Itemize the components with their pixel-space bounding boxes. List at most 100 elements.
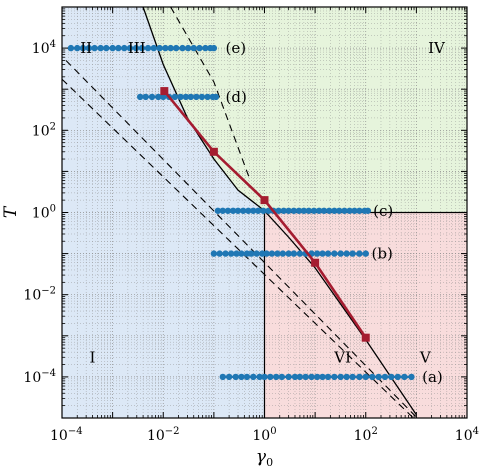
series-point (285, 207, 292, 214)
series-point (296, 373, 304, 381)
series-point (274, 250, 281, 257)
series-label: (c) (373, 202, 393, 220)
series-point (126, 44, 134, 52)
series-point (336, 207, 343, 214)
region-label: II (80, 39, 92, 57)
series-point (308, 373, 315, 381)
series-point (190, 44, 197, 52)
series-point (160, 93, 167, 101)
series-label: (e) (226, 39, 247, 57)
series-point (302, 373, 309, 381)
region-label: VI (333, 348, 351, 366)
series-point (291, 373, 299, 381)
series-point (245, 207, 252, 214)
series-point (337, 250, 344, 257)
series-point (202, 44, 209, 52)
series-point (263, 250, 270, 257)
series-point (210, 44, 218, 52)
series-point (362, 373, 369, 381)
region-fill-red (264, 212, 467, 418)
series-point (219, 207, 226, 214)
region-label: I (90, 348, 96, 366)
series-point (346, 207, 353, 214)
series-point (351, 207, 358, 214)
series-point (187, 93, 194, 101)
series-point (79, 44, 87, 52)
series-point (278, 373, 286, 381)
series-point (142, 93, 149, 101)
series-point (238, 373, 245, 381)
series-point (250, 207, 257, 214)
region-label: IV (428, 39, 446, 57)
series-point (156, 44, 163, 52)
series-point (394, 373, 402, 381)
x-tick-label: 10−2 (147, 426, 180, 444)
series-point (162, 44, 169, 52)
curves-layer (62, 7, 417, 418)
series-point (362, 250, 369, 257)
series-point (225, 373, 233, 381)
series-point (115, 44, 122, 52)
series-point (138, 44, 146, 52)
series-point (182, 93, 190, 101)
series-point (388, 373, 395, 381)
series-point (109, 44, 116, 52)
series-point (198, 93, 206, 101)
y-tick-label: 10−4 (23, 368, 56, 386)
series-point (341, 207, 348, 214)
gridlines (62, 7, 467, 418)
series-point (250, 373, 257, 381)
y-tick-label: 10−2 (23, 286, 56, 304)
series-point (408, 373, 415, 381)
series-point (248, 250, 255, 257)
series-point (121, 44, 128, 52)
series-point (196, 44, 203, 52)
series-point (179, 44, 186, 52)
x-tick-label: 102 (354, 426, 378, 444)
series-point (148, 93, 156, 101)
series-point (326, 207, 333, 214)
series-point (290, 250, 298, 257)
y-tick-label: 104 (32, 39, 56, 57)
axes: 10−4 10−2 100 102 104 10−4 10−2 100 102 104 γ0 T (1, 6, 479, 469)
series-point (253, 250, 260, 257)
y-tick-label: 100 (32, 204, 56, 222)
series-point (369, 373, 376, 381)
series-point (314, 373, 321, 381)
series-point (265, 207, 272, 214)
series-point (343, 373, 350, 381)
series-point (331, 250, 338, 257)
series-point (144, 44, 152, 52)
series-point (337, 373, 344, 381)
series-point (171, 93, 179, 101)
series-point (320, 207, 328, 214)
series-point (136, 93, 144, 101)
series-point (258, 250, 266, 257)
series-point (232, 373, 239, 381)
series-point (315, 207, 323, 214)
series-point (229, 207, 237, 214)
series-point (167, 44, 174, 52)
series-point (324, 373, 332, 381)
series-point (212, 93, 220, 101)
series-point (67, 44, 75, 52)
y-axis-title: T (1, 205, 21, 218)
series-point (272, 373, 280, 381)
series-point (224, 207, 232, 214)
series-point (132, 44, 140, 52)
series-point (184, 44, 192, 52)
x-tick-label: 104 (455, 426, 479, 444)
series-point (331, 207, 338, 214)
series-point (356, 207, 363, 214)
series-label: (b) (372, 245, 393, 263)
series-point (267, 373, 274, 381)
series-point (375, 373, 382, 381)
series-point (319, 373, 326, 381)
series-point (296, 250, 304, 257)
series-point (261, 373, 268, 381)
series-point (275, 207, 282, 214)
series-point (234, 207, 242, 214)
series-point (219, 373, 226, 381)
series-point (381, 373, 389, 381)
